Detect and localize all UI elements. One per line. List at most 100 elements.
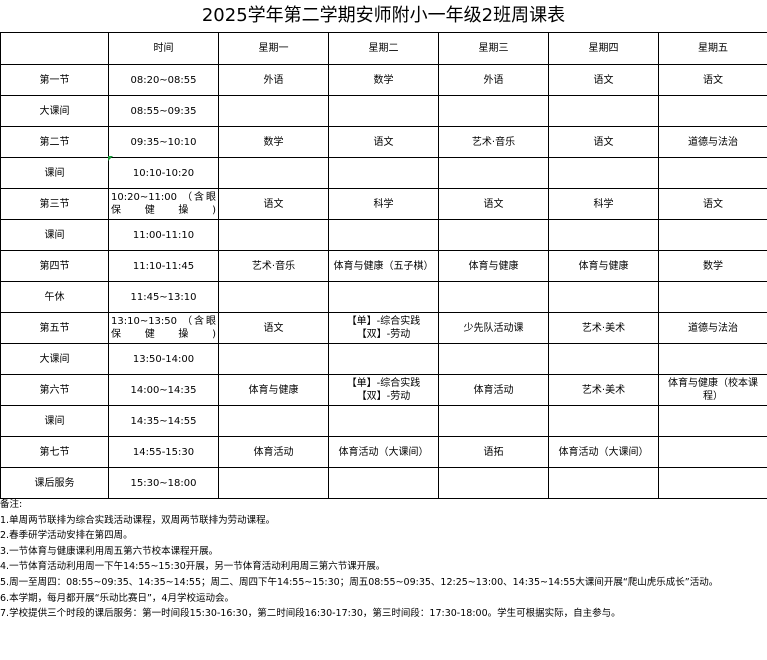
table-row: 第四节 11:10-11:45 艺术·音乐 体育与健康（五子棋） 体育与健康 体育与健康数… (0, 250, 767, 282)
thursday-cell: 艺术·美术 (548, 312, 659, 344)
monday-cell: 艺术·音乐 (218, 250, 329, 282)
time-cell: 14:00~14:35 (108, 374, 219, 406)
thursday-cell (548, 157, 659, 189)
period-cell: 课间 (0, 219, 109, 251)
time-cell: 08:20~08:55 (108, 64, 219, 96)
tuesday-cell: 【单】-综合实践 【双】-劳动 (328, 312, 439, 344)
friday-cell (658, 343, 767, 375)
table-row: 课间 10:10-10:20 (0, 157, 767, 189)
monday-cell (218, 343, 329, 375)
wednesday-cell (438, 95, 549, 127)
header-friday: 星期五 (658, 32, 767, 65)
table-row: 午休 11:45~13:10 (0, 281, 767, 313)
time-cell: 08:55~09:35 (108, 95, 219, 127)
note-line: 4.一节体育活动利用周一下午14:55~15:30开展，另一节体育活动利用周三第… (0, 561, 386, 573)
tuesday-cell: 体育与健康（五子棋） (328, 250, 439, 282)
wednesday-cell (438, 343, 549, 375)
friday-cell (658, 281, 767, 313)
monday-cell: 语文 (218, 188, 329, 220)
note-line: 5.周一至周四：08:55~09:35、14:35~14:55；周二、周四下午1… (0, 576, 719, 588)
thursday-cell (548, 467, 659, 499)
note-line: 7.学校提供三个时段的课后服务：第一时间段15:30-16:30，第二时间段16… (0, 608, 621, 620)
period-cell: 午休 (0, 281, 109, 313)
time-cell: 10:20~11:00 （含眼保健操) (108, 188, 219, 220)
note-line: 3.一节体育与健康课利用周五第六节校本课程开展。 (0, 545, 219, 557)
period-cell: 课后服务 (0, 467, 109, 499)
header-tuesday: 星期二 (328, 32, 439, 65)
period-cell: 课间 (0, 157, 109, 189)
notes: 备注: 1.单周两节联排为综合实践活动课程，双周两节联排为劳动课程。 2.春季研学活… (0, 497, 767, 622)
period-cell: 第二节 (0, 126, 109, 158)
monday-cell (218, 219, 329, 251)
time-cell: 09:35~10:10 (108, 126, 219, 158)
monday-cell: 体育与健康 (218, 374, 329, 406)
thursday-cell (548, 95, 659, 127)
tuesday-cell (328, 405, 439, 437)
header-row: 时间 星期一 星期二 星期三 星期四 星期五 (0, 32, 767, 65)
period-cell: 第三节 (0, 188, 109, 220)
wednesday-cell: 外语 (438, 64, 549, 96)
header-cell (0, 32, 109, 65)
tuesday-cell: 体育活动（大课间） (328, 436, 439, 468)
thursday-cell (548, 281, 659, 313)
monday-cell (218, 95, 329, 127)
thursday-cell (548, 405, 659, 437)
wednesday-cell (438, 467, 549, 499)
wednesday-cell: 艺术·音乐 (438, 126, 549, 158)
time-cell: 11:00-11:10 (108, 219, 219, 251)
wednesday-cell: 体育与健康 (438, 250, 549, 282)
friday-cell: 体育与健康（校本课程） (658, 374, 767, 406)
period-cell: 第四节 (0, 250, 109, 282)
time-cell: 10:10-10:20 (108, 157, 219, 189)
table-row: 第一节 08:20~08:55 外语 数学 外语 语文 语文 (0, 64, 767, 96)
wednesday-cell: 语文 (438, 188, 549, 220)
friday-cell: 道德与法治 (658, 126, 767, 158)
table-row: 第二节 09:35~10:10 数学 语文 艺术·音乐 语文 道德与法治 (0, 126, 767, 158)
monday-cell: 体育活动 (218, 436, 329, 468)
wednesday-cell: 体育活动 (438, 374, 549, 406)
time-cell: 11:45~13:10 (108, 281, 219, 313)
tuesday-cell (328, 467, 439, 499)
friday-cell (658, 405, 767, 437)
period-cell: 课间 (0, 405, 109, 437)
friday-cell (658, 157, 767, 189)
thursday-cell: 体育活动（大课间） (548, 436, 659, 468)
tuesday-cell (328, 281, 439, 313)
table-row: 大课间 08:55~09:35 (0, 95, 767, 127)
monday-cell (218, 281, 329, 313)
table-row: 第五节 13:10~13:50 （含眼保健操) 语文 【单】-综合实践 【双】-劳动少… (0, 312, 767, 344)
friday-cell: 道德与法治 (658, 312, 767, 344)
note-line: 1.单周两节联排为综合实践活动课程，双周两节联排为劳动课程。 (0, 514, 276, 526)
period-cell: 第一节 (0, 64, 109, 96)
wednesday-cell (438, 157, 549, 189)
table-row: 课间 14:35~14:55 (0, 405, 767, 437)
header-time: 时间 (108, 32, 219, 65)
thursday-cell: 语文 (548, 126, 659, 158)
friday-cell (658, 95, 767, 127)
header-thursday: 星期四 (548, 32, 659, 65)
period-cell: 第五节 (0, 312, 109, 344)
tuesday-cell (328, 157, 439, 189)
time-cell: 13:10~13:50 （含眼保健操) (108, 312, 219, 344)
note-line: 2.春季研学活动安排在第四周。 (0, 530, 133, 542)
period-cell: 第六节 (0, 374, 109, 406)
monday-cell (218, 405, 329, 437)
thursday-cell: 体育与健康 (548, 250, 659, 282)
monday-cell (218, 157, 329, 189)
tuesday-cell: 数学 (328, 64, 439, 96)
tuesday-cell (328, 219, 439, 251)
wednesday-cell (438, 281, 549, 313)
tuesday-cell (328, 95, 439, 127)
tuesday-cell: 语文 (328, 126, 439, 158)
monday-cell: 语文 (218, 312, 329, 344)
period-cell: 第七节 (0, 436, 109, 468)
table-row: 课后服务 15:30~18:00 (0, 467, 767, 499)
notes-heading: 备注: (0, 499, 23, 510)
tuesday-cell: 科学 (328, 188, 439, 220)
thursday-cell (548, 219, 659, 251)
tuesday-cell (328, 343, 439, 375)
monday-cell (218, 467, 329, 499)
period-cell: 大课间 (0, 95, 109, 127)
friday-cell: 语文 (658, 64, 767, 96)
table-row: 课间 11:00-11:10 (0, 219, 767, 251)
